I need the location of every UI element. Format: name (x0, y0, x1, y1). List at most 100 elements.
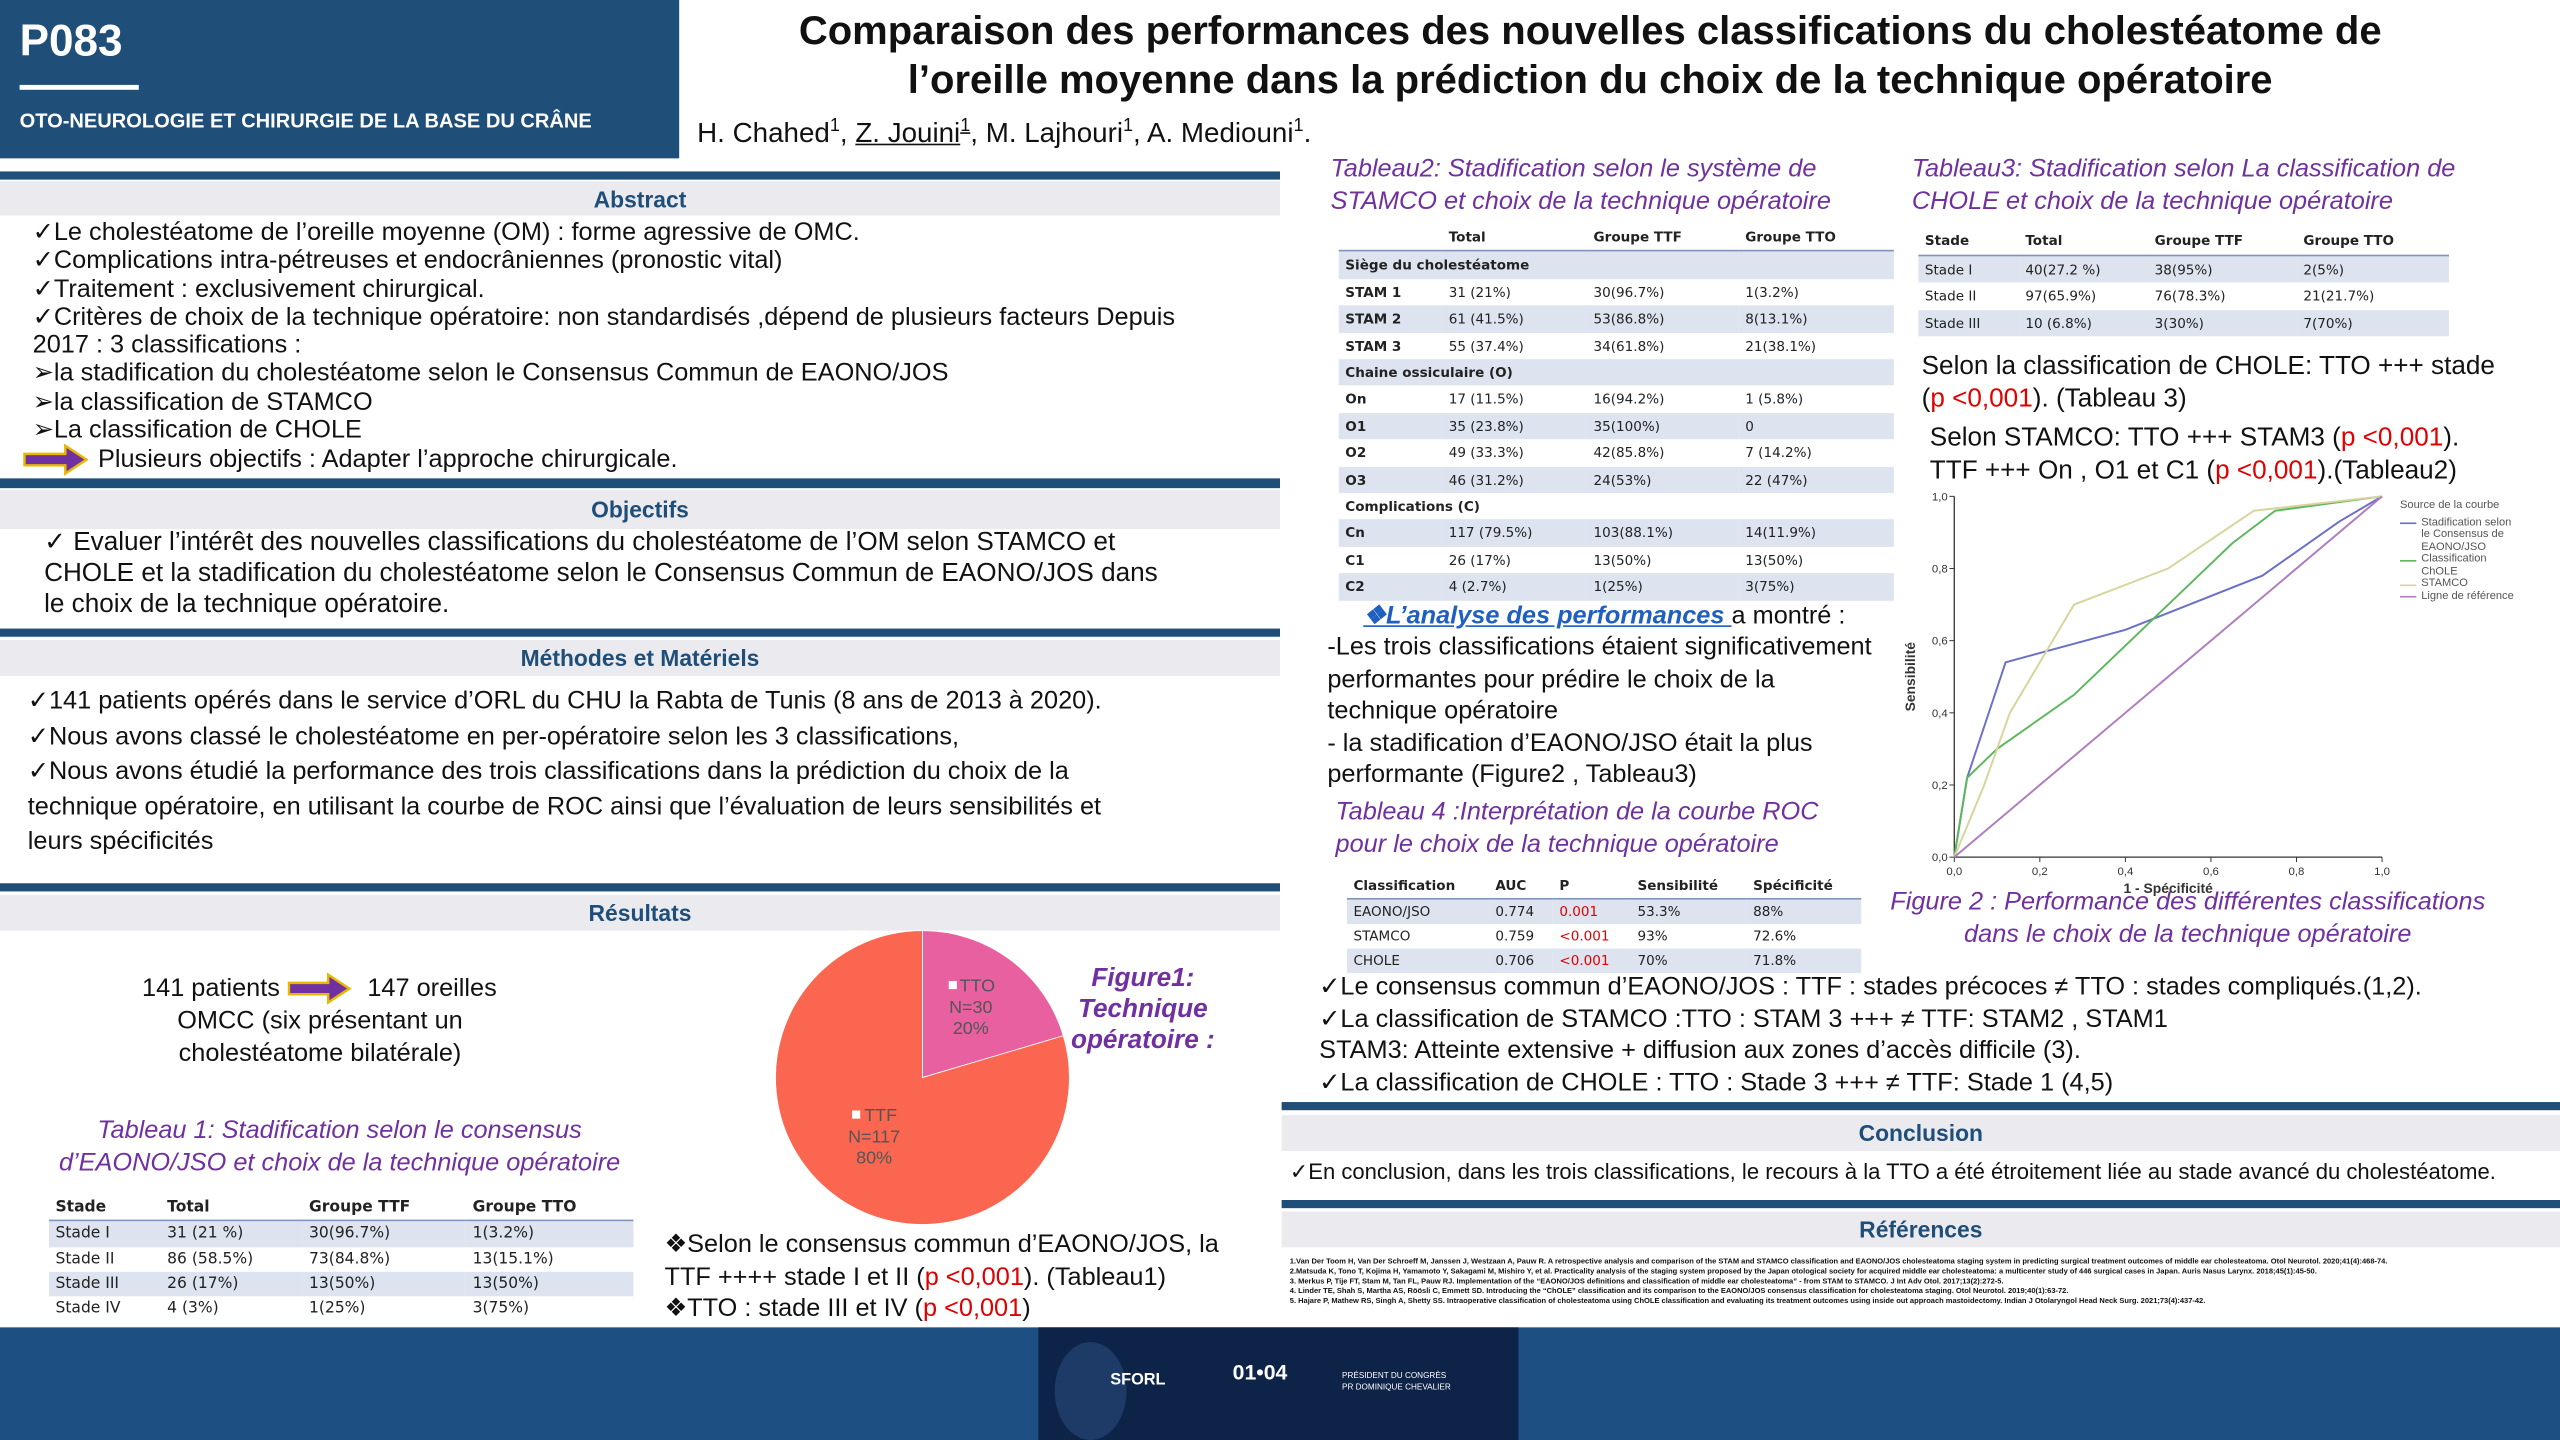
section-heading: Références (1859, 1216, 1983, 1243)
y-tick-label: 0,8 (1932, 564, 1948, 576)
table-cell: CHOLE (1353, 951, 1400, 969)
text-segment: . (1303, 117, 1312, 149)
table-3: Stade Total Groupe TTF Groupe TTO Stade I 40(… (1918, 226, 2449, 337)
table-row: STAM 2 61 (41.5%) 53(86.8%) 8(13.1%) (1338, 305, 1894, 333)
text-segment: ). (2443, 424, 2460, 453)
text-line: ✓La classification de CHOLE : TTO : Stad… (1319, 1068, 2114, 1097)
text-segment: TTF ++++ stade I et II ( (664, 1262, 925, 1291)
table-cell: Stade I (1924, 260, 1973, 277)
text-segment: , A. Mediouni (1133, 117, 1294, 149)
y-tick-label: 1,0 (1932, 491, 1948, 503)
slice-label: TTF (864, 1105, 897, 1125)
table-row: C2 4 (2.7%) 1(25%) 3(75%) (1338, 573, 1894, 601)
table-row: Cn 117 (79.5%) 103(88.1%) 14(11.9%) (1338, 519, 1894, 547)
text-line: technique opératoire (1327, 697, 1559, 725)
objectives-text: ✓ Evaluer l’intérêt des nouvelles classi… (44, 527, 1158, 620)
text-line: Technique (1078, 995, 1208, 1024)
text-line: Figure 2 : Performance des différentes c… (1890, 888, 2486, 916)
text-line: l’oreille moyenne dans la prédiction du … (907, 58, 2273, 103)
table-cell: STAM 1 (1345, 283, 1402, 301)
table-caption: Tableau 4 :Interprétation de la courbe R… (1336, 797, 1819, 861)
abstract-text: ✓Le cholestéatome de l’oreille moyenne (… (33, 219, 1175, 445)
header-cell: Groupe TTO (466, 1195, 634, 1222)
text-line: 2017 : 3 classifications : (32, 331, 302, 360)
roc-curve (1953, 495, 2383, 858)
header-cell: Classification (1346, 873, 1489, 900)
table-cell: 38(95%) (2154, 260, 2213, 277)
group-title: Chaine ossiculaire (O) (1345, 364, 1513, 381)
table-cell: 30(96.7%) (309, 1224, 391, 1243)
table-cell: 103(88.1%) (1593, 524, 1673, 542)
table-cell: 117 (79.5%) (1448, 524, 1533, 542)
text-line: ❖Selon le consensus commun d’EAONO/JOS, … (664, 1229, 1218, 1261)
y-tick-label: 0,2 (1932, 780, 1948, 792)
figure-title: Figure1: Technique opératoire : (1045, 963, 1241, 1056)
x-tick-label: 0,8 (2289, 866, 2305, 878)
table-cell: C1 (1345, 551, 1365, 568)
table-cell: 1(25%) (1593, 578, 1643, 595)
slice-percent: 20% (953, 1018, 989, 1038)
table-cell: Stade I (55, 1224, 110, 1243)
text-segment: Selon la classification de CHOLE: TTO ++… (1921, 352, 2495, 381)
methods-text: ✓141 patients opérés dans le service d’O… (28, 684, 1102, 860)
text-line: 4. Linder TE, Shah S, Martha AS, Röösli … (1289, 1286, 2069, 1295)
group-row: Chaine ossiculaire (O) (1338, 359, 1894, 387)
text-line: leurs spécificités (27, 827, 214, 856)
legend-swatch (2400, 522, 2417, 525)
table-cell: 3(75%) (472, 1299, 530, 1318)
table-cell: 0 (1745, 417, 1754, 435)
footer-president: PRÉSIDENT DU CONGRÈS PR DOMINIQUE CHEVALI… (1342, 1371, 1451, 1394)
text-line: Tableau2: Stadification selon le système… (1330, 155, 1817, 183)
section-heading: Résultats (588, 899, 692, 926)
table-cell: O2 (1345, 444, 1367, 461)
table-row: STAM 3 55 (37.4%) 34(61.8%) 21(38.1%) (1339, 332, 1894, 359)
table-cell: STAM 2 (1345, 310, 1402, 327)
section-bar (1281, 1102, 2560, 1111)
table-cell: 13(50%) (309, 1274, 376, 1293)
text-segment: p <0,001 (2340, 424, 2444, 453)
y-tick-label: 0,4 (1932, 708, 1949, 720)
table-cell: 86 (58.5%) (167, 1249, 254, 1268)
table-cell: 93% (1637, 927, 1668, 944)
table-cell: 16(94.2%) (1593, 390, 1665, 408)
table-cell: <0.001 (1559, 951, 1610, 969)
table-cell: 35(100%) (1593, 417, 1661, 435)
table-cell: 97(65.9%) (2025, 287, 2097, 304)
text-line: Selon la classification de CHOLE: TTO ++… (1922, 351, 2495, 383)
text-segment: , M. Lajhouri (970, 117, 1124, 149)
section-band (1281, 1211, 2560, 1248)
text-segment: a montré : (1731, 602, 1846, 631)
table-cell: 26 (17%) (167, 1274, 239, 1293)
x-tick-label: 1,0 (2374, 866, 2390, 878)
pie-slice (775, 930, 1070, 1225)
data-table: Total Groupe TTF Groupe TTO Siège du choles… (1338, 223, 1894, 601)
text-line: 3. Merkus P, Tije FT, Stam M, Tan FL, Pa… (1289, 1276, 2004, 1285)
table-cell: 73(84.8%) (309, 1249, 391, 1268)
legend-label: Stadification selon le Consensus de EAON… (2421, 516, 2512, 553)
text-line: performantes pour prédire le choix de la (1327, 665, 1775, 694)
table-cell: Stade II (55, 1249, 115, 1268)
group-title: Siège du cholestéatome (1345, 256, 1530, 274)
stamco-text: Selon STAMCO: TTO +++ STAM3 (p <0,001). T… (1930, 423, 2459, 487)
table-row: EAONO/JSO 0.774 0.001 53.3% 88% (1346, 898, 1862, 925)
table-cell: 26 (17%) (1448, 551, 1511, 568)
table-cell: 1(25%) (309, 1299, 366, 1318)
table-cell: STAMCO (1353, 927, 1411, 944)
table-row: O3 46 (31.2%) 24(53%) 22 (47%) (1338, 466, 1894, 494)
text-line: Comparaison des performances des nouvell… (798, 9, 2382, 54)
header-row: Stade Total Groupe TTF Groupe TTO (48, 1195, 634, 1222)
header-cell: Sensibilité (1630, 873, 1747, 900)
header-cell: Total (1442, 223, 1587, 253)
section-bar (0, 171, 1280, 180)
header-row: Classification AUC P Sensibilité Spécificité (1346, 873, 1862, 900)
table-cell: 8(13.1%) (1745, 310, 1808, 327)
table-cell: 21(38.1%) (1745, 337, 1817, 354)
table-row: Stade I 40(27.2 %) 38(95%) 2(5%) (1918, 254, 2449, 283)
data-table: Classification AUC P Sensibilité Spécificité… (1346, 873, 1862, 974)
table-cell: 13(50%) (472, 1274, 539, 1293)
table-cell: 2(5%) (2303, 260, 2345, 277)
text-line: ✓Le consensus commun d’EAONO/JOS : TTF :… (1319, 973, 2422, 1001)
table-caption: Tableau2: Stadification selon le système… (1331, 153, 1831, 217)
section-band (0, 894, 1280, 931)
text-segment: TTF +++ On , O1 et C1 ( (1929, 456, 2216, 485)
